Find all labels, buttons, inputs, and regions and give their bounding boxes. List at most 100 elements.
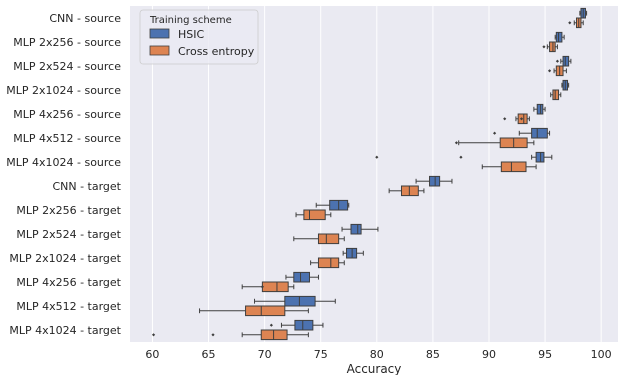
box-cross-entropy-mlp-2x524-target xyxy=(293,233,345,245)
box-hsic-mlp-2x524-source xyxy=(555,55,572,67)
category-label: MLP 4x512 - source xyxy=(13,132,121,145)
series-hsic xyxy=(254,7,588,331)
box-iqr xyxy=(536,103,544,115)
box-iqr xyxy=(293,271,310,283)
box-hsic-mlp-2x256-source xyxy=(554,31,565,43)
box-cross-entropy-mlp-2x256-source xyxy=(542,41,558,53)
box-cross-entropy-mlp-4x256-target xyxy=(241,281,295,293)
box-iqr xyxy=(562,55,570,67)
box-iqr xyxy=(555,31,563,43)
series-cross-entropy xyxy=(151,17,584,341)
outlier-point xyxy=(547,69,552,73)
outlier-point xyxy=(519,117,524,121)
category-label: MLP 2x256 - target xyxy=(16,204,121,217)
category-label: MLP 2x1024 - source xyxy=(6,84,121,97)
outlier-point xyxy=(542,45,546,49)
box-iqr xyxy=(531,127,548,139)
legend-title: Training scheme xyxy=(149,15,232,26)
box-hsic-mlp-2x524-target xyxy=(341,223,379,235)
box-iqr xyxy=(535,151,545,163)
x-tick-label: 65 xyxy=(202,348,216,361)
box-iqr xyxy=(261,281,289,293)
box-cross-entropy-mlp-2x256-target xyxy=(295,209,332,221)
category-label: MLP 4x512 - target xyxy=(16,300,121,313)
box-iqr xyxy=(400,185,419,197)
box-hsic-mlp-4x512-source xyxy=(492,127,551,139)
category-label: CNN - source xyxy=(49,12,121,25)
category-labels: CNN - source MLP 2x256 - source MLP 2x524 … xyxy=(6,12,121,337)
box-iqr xyxy=(317,233,340,245)
outlier-point xyxy=(459,155,463,159)
box-hsic-mlp-4x512-target xyxy=(254,295,336,307)
legend: Training scheme HSIC Cross entropy xyxy=(139,9,259,65)
x-tick-label: 80 xyxy=(370,348,384,361)
legend-label-cross-entropy: Cross entropy xyxy=(178,45,255,58)
box-cross-entropy-mlp-4x1024-target xyxy=(151,329,309,341)
box-hsic-mlp-4x256-source xyxy=(533,103,546,115)
x-axis-label: Accuracy xyxy=(347,362,402,375)
box-hsic-cnn-target xyxy=(415,175,453,187)
x-tick-label: 70 xyxy=(258,348,272,361)
x-tick-labels: 60 65 70 75 80 85 90 95 100 xyxy=(145,348,611,361)
outlier-point xyxy=(260,285,264,289)
box-iqr xyxy=(500,161,527,173)
box-hsic-mlp-2x1024-source xyxy=(561,79,570,91)
legend-swatch-hsic xyxy=(149,28,170,39)
x-tick-label: 60 xyxy=(145,348,159,361)
outlier-point xyxy=(269,323,273,327)
category-label: MLP 2x524 - target xyxy=(16,228,121,241)
category-label: MLP 2x1024 - target xyxy=(9,252,121,265)
box-iqr xyxy=(346,247,358,259)
box-cross-entropy-cnn-source xyxy=(568,17,584,29)
box-hsic-mlp-2x256-target xyxy=(315,199,350,211)
category-label: MLP 4x1024 - source xyxy=(6,156,121,169)
category-label: MLP 4x1024 - target xyxy=(9,324,121,337)
box-hsic-mlp-4x1024-target xyxy=(269,319,324,331)
category-label: MLP 2x524 - source xyxy=(13,60,121,73)
box-cross-entropy-mlp-4x512-target xyxy=(199,305,309,317)
legend-label-hsic: HSIC xyxy=(178,28,204,41)
box-iqr xyxy=(284,295,316,307)
outlier-point xyxy=(555,59,560,63)
box-cross-entropy-mlp-4x512-source xyxy=(454,137,535,149)
box-iqr xyxy=(429,175,441,187)
box-iqr xyxy=(549,41,556,53)
box-hsic-cnn-source xyxy=(579,7,588,19)
box-iqr xyxy=(303,209,326,221)
x-tick-label: 85 xyxy=(426,348,440,361)
outlier-point xyxy=(211,333,215,337)
box-iqr xyxy=(350,223,362,235)
box-cross-entropy-mlp-4x1024-source xyxy=(481,161,537,173)
outlier-point xyxy=(492,131,497,135)
box-hsic-mlp-2x1024-target xyxy=(342,247,364,259)
box-cross-entropy-mlp-2x1024-target xyxy=(310,257,345,269)
category-label: MLP 2x256 - source xyxy=(13,36,121,49)
x-tick-label: 90 xyxy=(482,348,496,361)
box-hsic-mlp-4x1024-source xyxy=(375,151,553,163)
x-tick-label: 100 xyxy=(591,348,612,361)
box-iqr xyxy=(245,305,286,317)
category-label: MLP 4x256 - target xyxy=(16,276,121,289)
box-iqr xyxy=(260,329,288,341)
x-tick-label: 95 xyxy=(538,348,552,361)
outlier-point xyxy=(503,117,507,121)
x-tick-label: 75 xyxy=(314,348,328,361)
category-label: MLP 4x256 - source xyxy=(13,108,121,121)
box-iqr xyxy=(552,89,560,101)
outlier-point xyxy=(151,333,156,337)
box-cross-entropy-mlp-2x1024-source xyxy=(550,89,562,101)
box-cross-entropy-mlp-2x524-source xyxy=(547,65,567,77)
box-iqr xyxy=(294,319,314,331)
box-iqr xyxy=(317,257,340,269)
outlier-point xyxy=(454,141,459,145)
outlier-point xyxy=(568,21,572,25)
box-cross-entropy-mlp-4x256-source xyxy=(503,113,530,125)
box-series-layer xyxy=(151,7,588,341)
legend-swatch-cross-entropy xyxy=(149,45,170,56)
outlier-point xyxy=(375,155,379,159)
legend-frame xyxy=(139,9,259,65)
box-hsic-mlp-4x256-target xyxy=(285,271,319,283)
category-label: CNN - target xyxy=(52,180,121,193)
box-cross-entropy-cnn-target xyxy=(388,185,425,197)
